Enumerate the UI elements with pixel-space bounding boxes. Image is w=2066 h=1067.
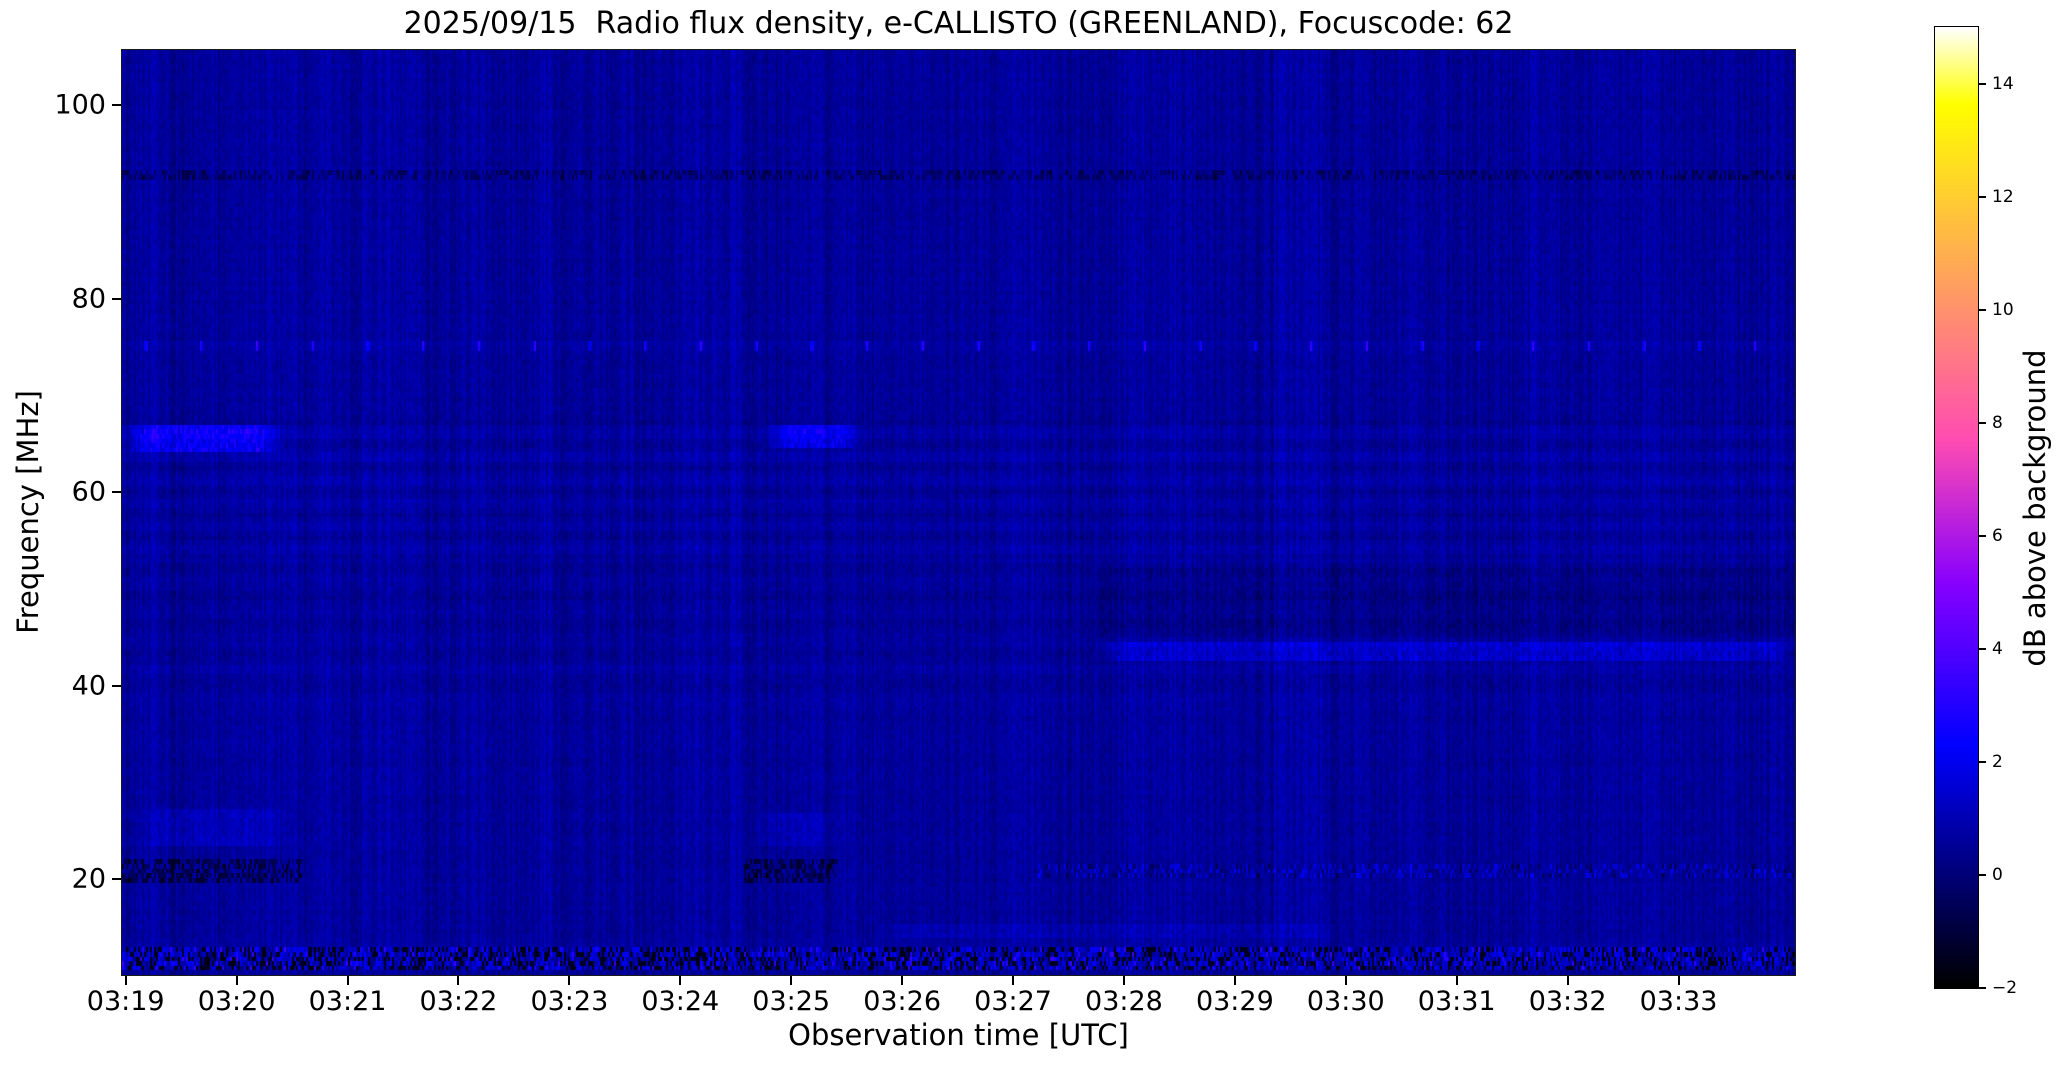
colorbar-tick-label: 4 xyxy=(1992,638,2003,659)
x-tick-mark xyxy=(901,976,904,985)
y-tick-mark xyxy=(112,684,121,687)
x-tick-label: 03:32 xyxy=(1528,986,1607,1017)
y-tick-mark xyxy=(112,491,121,494)
colorbar-tick-mark xyxy=(1979,82,1986,85)
x-tick-label: 03:26 xyxy=(863,986,942,1017)
colorbar-tick-mark xyxy=(1979,873,1986,876)
x-tick-label: 03:24 xyxy=(641,986,720,1017)
colorbar-tick-label: 6 xyxy=(1992,525,2003,546)
x-tick-mark xyxy=(1122,976,1125,985)
y-tick-label: 100 xyxy=(54,89,106,121)
x-tick-mark xyxy=(1566,976,1569,985)
y-tick-label: 40 xyxy=(71,670,106,702)
y-tick-label: 20 xyxy=(71,863,106,895)
colorbar-tick-label: 8 xyxy=(1992,412,2003,433)
colorbar-tick-mark xyxy=(1979,647,1986,650)
x-tick-label: 03:22 xyxy=(419,986,498,1017)
colorbar-label: dB above background xyxy=(2018,349,2052,667)
colorbar-tick-mark xyxy=(1979,195,1986,198)
x-tick-label: 03:21 xyxy=(308,986,387,1017)
x-tick-mark xyxy=(1012,976,1015,985)
colorbar-tick-label: 10 xyxy=(1992,299,2014,320)
colorbar-tick-mark xyxy=(1979,421,1986,424)
colorbar-tick-mark xyxy=(1979,308,1986,311)
x-tick-label: 03:30 xyxy=(1306,986,1385,1017)
colorbar-tick-label: 0 xyxy=(1992,864,2003,885)
x-tick-mark xyxy=(235,976,238,985)
colorbar-tick-mark xyxy=(1979,760,1986,763)
x-tick-mark xyxy=(346,976,349,985)
x-tick-label: 03:23 xyxy=(530,986,609,1017)
y-tick-mark xyxy=(112,104,121,107)
y-tick-mark xyxy=(112,297,121,300)
x-tick-label: 03:29 xyxy=(1195,986,1274,1017)
x-tick-label: 03:19 xyxy=(86,986,165,1017)
y-tick-label: 60 xyxy=(71,476,106,508)
chart-title: 2025/09/15 Radio flux density, e-CALLIST… xyxy=(403,6,1514,41)
x-tick-mark xyxy=(457,976,460,985)
x-tick-mark xyxy=(679,976,682,985)
x-tick-label: 03:25 xyxy=(752,986,831,1017)
y-tick-label: 80 xyxy=(71,283,106,315)
x-tick-label: 03:27 xyxy=(974,986,1052,1017)
colorbar-tick-label: 2 xyxy=(1992,751,2003,772)
colorbar xyxy=(1934,26,1979,989)
x-tick-label: 03:31 xyxy=(1417,986,1496,1017)
x-tick-mark xyxy=(124,976,127,985)
x-tick-mark xyxy=(790,976,793,985)
x-tick-label: 03:33 xyxy=(1639,986,1718,1017)
x-tick-mark xyxy=(568,976,571,985)
colorbar-tick-label: −2 xyxy=(1992,978,2018,998)
x-axis-label: Observation time [UTC] xyxy=(788,1018,1129,1052)
spectrogram-heatmap xyxy=(121,49,1796,976)
colorbar-tick-label: 12 xyxy=(1992,186,2014,207)
x-tick-label: 03:20 xyxy=(197,986,276,1017)
x-tick-mark xyxy=(1233,976,1236,985)
x-tick-mark xyxy=(1455,976,1458,985)
x-tick-mark xyxy=(1344,976,1347,985)
y-tick-mark xyxy=(112,878,121,881)
x-tick-label: 03:28 xyxy=(1085,986,1163,1017)
y-axis-label: Frequency [MHz] xyxy=(11,390,45,634)
colorbar-tick-mark xyxy=(1979,987,1986,989)
colorbar-tick-label: 14 xyxy=(1992,73,2014,94)
colorbar-tick-mark xyxy=(1979,534,1986,537)
x-tick-mark xyxy=(1677,976,1680,985)
